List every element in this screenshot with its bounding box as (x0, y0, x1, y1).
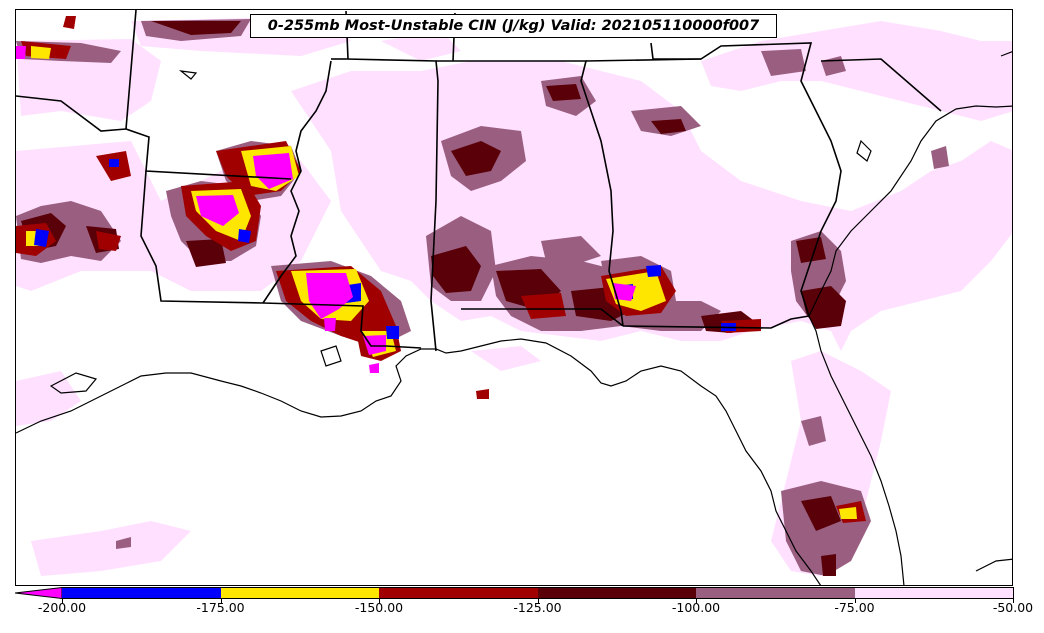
colorbar-tick-mark (379, 599, 380, 603)
colorbar-tick-label: -100.00 (671, 600, 721, 615)
colorbar-tick-label: -50.00 (992, 600, 1034, 615)
cin-contour-magenta (16, 46, 636, 373)
colorbar-tick-label: -150.00 (354, 600, 404, 615)
colorbar-tick-label: -125.00 (513, 600, 562, 615)
colorbar-tick-mark (696, 599, 697, 603)
map-title: 0-255mb Most-Unstable CIN (J/kg) Valid: … (250, 14, 777, 38)
colorbar-tick-mark (220, 599, 222, 603)
colorbar-segment (537, 587, 697, 599)
colorbar-segment (62, 587, 221, 599)
map-panel (15, 9, 1013, 586)
colorbar-segment (854, 587, 1014, 599)
colorbar-tick-mark (62, 599, 63, 603)
colorbar-tick-label: -175.00 (196, 600, 245, 615)
coastline (16, 51, 1012, 585)
colorbar-tick-label: -75.00 (834, 600, 875, 615)
colorbar-tick-mark (854, 599, 856, 603)
colorbar-extend-arrow (15, 587, 62, 599)
colorbar-segment (379, 587, 538, 599)
cin-field-map (16, 10, 1012, 585)
colorbar-segment (220, 587, 380, 599)
colorbar-tick-mark (537, 599, 539, 603)
colorbar-segment (696, 587, 855, 599)
colorbar (15, 587, 1014, 599)
colorbar-tick-label: -200.00 (37, 600, 87, 615)
colorbar-tick-mark (1013, 599, 1014, 603)
